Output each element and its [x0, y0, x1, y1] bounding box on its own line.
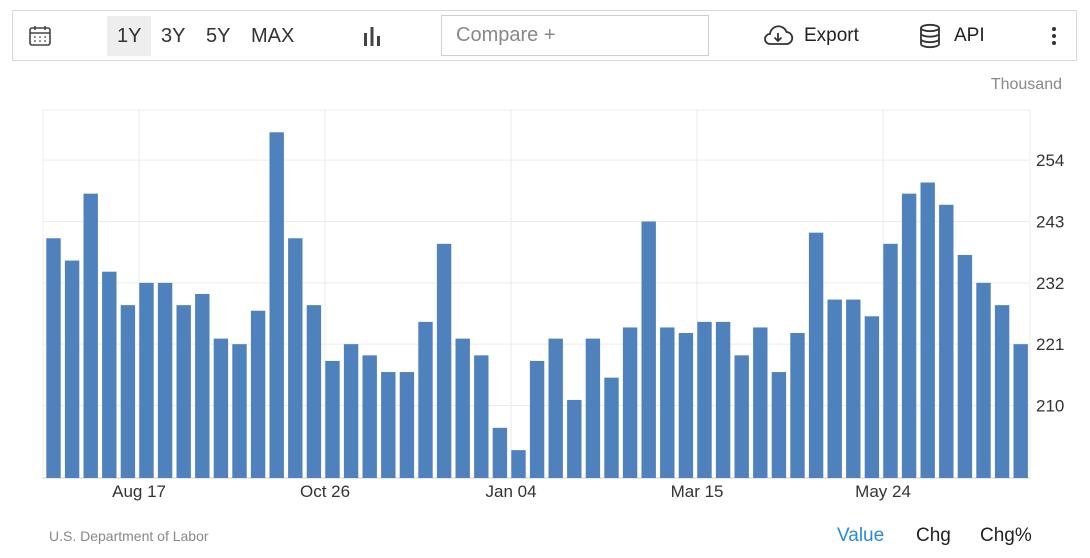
bar[interactable] [250, 310, 266, 478]
more-options-button[interactable] [1043, 11, 1065, 60]
calendar-button[interactable] [27, 11, 53, 60]
bar[interactable] [994, 305, 1010, 478]
bar[interactable] [790, 333, 805, 478]
range-max-button[interactable]: MAX [251, 24, 295, 47]
mode-chgpct-button[interactable]: Chg% [980, 525, 1032, 546]
bar-chart-icon [364, 26, 380, 46]
x-tick-label: Mar 15 [671, 482, 724, 501]
y-axis-ticks: 210 221 232 243 254 [1036, 151, 1064, 415]
bar[interactable] [976, 282, 991, 478]
y-tick-label: 210 [1036, 397, 1064, 416]
bar[interactable] [715, 321, 731, 478]
compare-field[interactable] [441, 15, 709, 56]
database-icon [920, 23, 940, 48]
bar[interactable] [548, 338, 563, 478]
bar[interactable] [195, 294, 210, 478]
bar[interactable] [269, 132, 284, 478]
api-label: API [954, 24, 985, 46]
range-1y-button[interactable]: 1Y [107, 16, 152, 56]
bar[interactable] [920, 182, 935, 478]
chart-toolbar: 1Y 3Y 5Y MAX Export API [12, 10, 1077, 61]
bar[interactable] [734, 355, 749, 478]
bar[interactable] [288, 238, 303, 478]
chart-bars [46, 132, 1028, 479]
mode-value-button[interactable]: Value [837, 525, 885, 546]
bar[interactable] [157, 282, 173, 478]
bar[interactable] [901, 193, 917, 479]
x-tick-label: May 24 [855, 482, 911, 501]
bar[interactable] [120, 305, 136, 478]
bar[interactable] [213, 338, 229, 478]
bar[interactable] [418, 321, 433, 478]
source-label: U.S. Department of Labor [49, 528, 209, 544]
y-tick-label: 243 [1036, 213, 1064, 232]
bar[interactable] [102, 271, 117, 478]
bar[interactable] [678, 333, 694, 478]
cloud-download-icon [764, 24, 794, 45]
range-5y-button[interactable]: 5Y [206, 24, 231, 47]
y-tick-label: 232 [1036, 274, 1064, 293]
bar[interactable] [381, 372, 396, 478]
calendar-icon [29, 25, 51, 46]
bar[interactable] [585, 338, 601, 478]
bar[interactable] [64, 260, 80, 478]
api-button[interactable]: API [918, 11, 985, 60]
compare-input[interactable] [454, 23, 698, 48]
bar[interactable] [1013, 344, 1028, 478]
bar[interactable] [622, 327, 638, 478]
export-button[interactable]: Export [762, 11, 859, 60]
bar[interactable] [46, 238, 61, 478]
bar[interactable] [697, 321, 712, 478]
x-tick-label: Jan 04 [486, 482, 537, 501]
bar[interactable] [325, 360, 340, 478]
bar[interactable] [232, 344, 247, 478]
bar[interactable] [753, 327, 768, 478]
x-tick-label: Oct 26 [300, 482, 350, 501]
export-label: Export [804, 24, 859, 46]
chart-type-button[interactable] [361, 11, 383, 60]
x-axis-ticks: Aug 17 Oct 26 Jan 04 Mar 15 May 24 [112, 482, 911, 501]
bar[interactable] [511, 450, 526, 478]
bar[interactable] [771, 372, 787, 478]
bar[interactable] [474, 355, 489, 478]
bar[interactable] [883, 243, 898, 478]
bar[interactable] [455, 338, 470, 478]
more-vertical-icon [1052, 26, 1056, 45]
bar[interactable] [343, 344, 359, 478]
range-3y-button[interactable]: 3Y [161, 24, 186, 47]
bar[interactable] [399, 372, 415, 478]
bar[interactable] [939, 204, 954, 478]
bar[interactable] [846, 299, 861, 478]
mode-chg-button[interactable]: Chg [916, 525, 951, 546]
bar[interactable] [306, 305, 322, 478]
bar[interactable] [827, 299, 842, 478]
bar[interactable] [176, 305, 191, 478]
y-tick-label: 221 [1036, 335, 1064, 354]
bar[interactable] [436, 243, 452, 478]
unit-label: Thousand [990, 76, 1062, 93]
bar[interactable] [604, 377, 619, 478]
bar[interactable] [957, 254, 973, 478]
bar[interactable] [808, 232, 824, 478]
bar[interactable] [139, 282, 154, 478]
bar[interactable] [83, 193, 98, 479]
bar[interactable] [567, 399, 582, 478]
bar[interactable] [660, 327, 675, 478]
x-tick-label: Aug 17 [112, 482, 166, 501]
bar[interactable] [641, 221, 656, 479]
bar[interactable] [362, 355, 377, 478]
bar[interactable] [529, 360, 545, 478]
bar[interactable] [864, 316, 880, 478]
y-tick-label: 254 [1036, 151, 1064, 170]
bar[interactable] [492, 427, 508, 478]
